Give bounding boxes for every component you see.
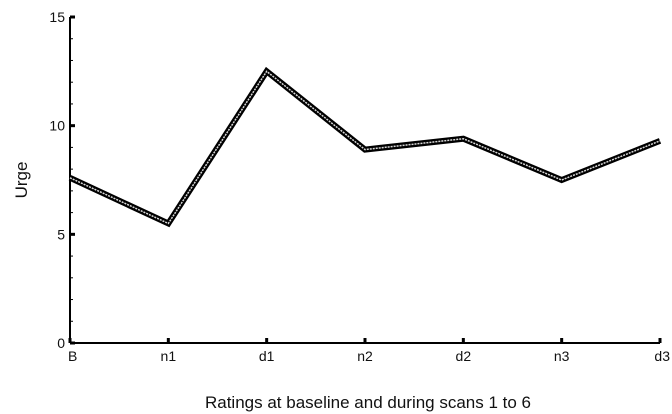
y-tick-label: 5	[57, 226, 65, 242]
x-tick-label: d1	[259, 348, 275, 364]
x-tick-label: n2	[357, 348, 373, 364]
y-tick-label: 0	[57, 335, 65, 351]
x-tick-label: n1	[161, 348, 177, 364]
x-tick-label: d3	[654, 348, 670, 364]
axes	[69, 17, 660, 344]
y-tick-label: 10	[49, 118, 65, 134]
x-tick-label: d2	[456, 348, 472, 364]
series	[68, 66, 662, 228]
series-line	[68, 66, 662, 228]
x-tick-label: B	[68, 348, 77, 364]
y-tick-label: 15	[49, 9, 65, 25]
x-tick-label: n3	[554, 348, 570, 364]
x-axis-label: Ratings at baseline and during scans 1 t…	[205, 393, 531, 412]
series-line-highlight	[69, 70, 661, 225]
y-axis-label: Urge	[12, 162, 31, 199]
